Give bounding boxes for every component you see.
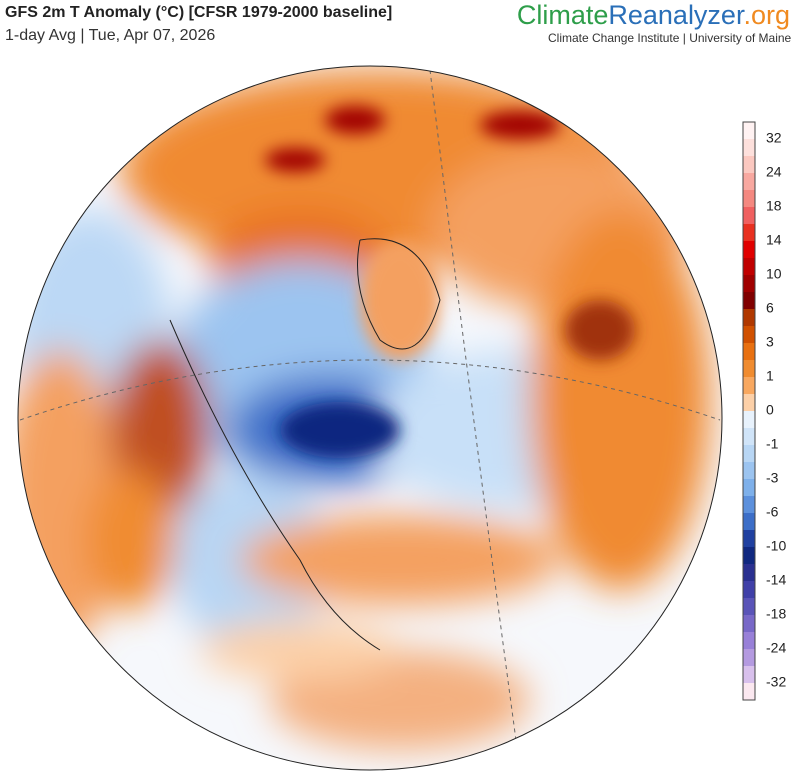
colorbar-segment [743,428,755,446]
colorbar-segment [743,564,755,582]
colorbar-segment [743,275,755,293]
colorbar-label: 1 [766,368,774,384]
colorbar-label: -24 [766,640,786,656]
colorbar-segment [743,190,755,208]
colorbar-label: -3 [766,470,779,486]
colorbar-label: -10 [766,538,786,554]
colorbar-segment [743,462,755,480]
colorbar-label: 32 [766,130,782,146]
colorbar-segment [743,292,755,310]
brand[interactable]: ClimateReanalyzer.org [517,0,790,31]
colorbar-segment [743,377,755,395]
colorbar-segment [743,513,755,531]
colorbar-segment [743,445,755,463]
colorbar-segment [743,394,755,412]
colorbar-segment [743,598,755,616]
colorbar-segment [743,649,755,667]
colorbar-segment [743,683,755,701]
subtitle: 1-day Avg | Tue, Apr 07, 2026 [5,27,216,44]
colorbar-label: 14 [766,232,782,248]
colorbar-segment [743,496,755,514]
colorbar-label: -14 [766,572,786,588]
colorbar-segment [743,122,755,140]
colorbar-label: 18 [766,198,782,214]
colorbar-segment [743,309,755,327]
colorbar-label: 3 [766,334,774,350]
colorbar-label: -32 [766,674,786,690]
colorbar-segment [743,173,755,191]
colorbar-segment [743,139,755,157]
colorbar-label: 6 [766,300,774,316]
colorbar-segment [743,360,755,378]
colorbar-segment [743,224,755,242]
colorbar-segment [743,666,755,684]
colorbar-label: -18 [766,606,786,622]
colorbar-segment [743,207,755,225]
colorbar-label: -1 [766,436,779,452]
colorbar-label: 0 [766,402,774,418]
colorbar-label: 24 [766,164,782,180]
colorbar-segment [743,343,755,361]
colorbar-segment [743,156,755,174]
tagline: Climate Change Institute | University of… [548,31,792,45]
colorbar-segment [743,615,755,633]
colorbar-segment [743,326,755,344]
colorbar-segment [743,411,755,429]
brand-part: Reanalyzer [608,0,744,30]
colorbar-label: 10 [766,266,782,282]
colorbar-segment [743,581,755,599]
colorbar-segment [743,241,755,259]
brand-part: .org [743,0,790,30]
colorbar-segment [743,547,755,565]
colorbar-segment [743,632,755,650]
colorbar-segment [743,258,755,276]
colorbar-segment [743,479,755,497]
title: GFS 2m T Anomaly (°C) [CFSR 1979-2000 ba… [5,4,393,21]
brand-part: Climate [516,0,609,30]
globe-field [18,66,722,770]
colorbar-segment [743,530,755,548]
colorbar-label: -6 [766,504,779,520]
colorbar-frame [742,121,756,701]
